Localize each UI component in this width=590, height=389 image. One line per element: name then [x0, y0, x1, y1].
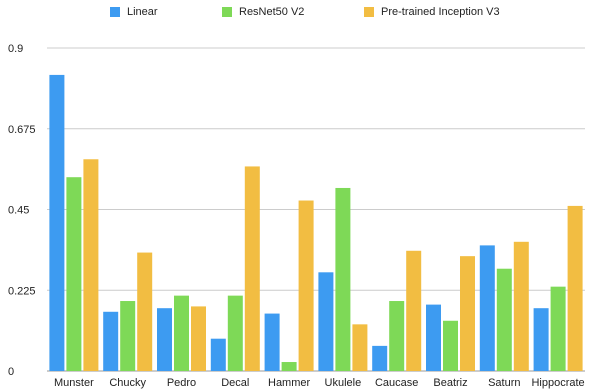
x-category-label: Saturn	[488, 377, 520, 389]
bar-resnet50-v2-munster	[66, 177, 82, 371]
y-tick-label: 0.675	[8, 124, 36, 136]
bar-resnet50-v2-decal	[227, 295, 243, 371]
bar-resnet50-v2-saturn	[496, 268, 512, 371]
y-tick-label: 0.225	[8, 285, 36, 297]
x-category-label: Beatriz	[433, 377, 467, 389]
bar-pre-trained-inception-v3-pedro	[191, 306, 206, 371]
bar-pre-trained-inception-v3-decal	[244, 166, 260, 371]
bar-linear-chucky	[103, 311, 119, 371]
bar-pre-trained-inception-v3-munster	[83, 159, 99, 371]
y-tick-label: 0.45	[8, 205, 29, 217]
bar-linear-caucase	[372, 345, 388, 371]
legend-item-resnet50-v2: ResNet50 V2	[222, 6, 304, 18]
bar-linear-hippocrate	[533, 308, 549, 371]
x-category-label: Ukulele	[325, 377, 362, 389]
x-category-label: Caucase	[375, 377, 418, 389]
bar-resnet50-v2-hammer	[281, 362, 297, 371]
bar-resnet50-v2-hippocrate	[550, 286, 566, 371]
legend-label-linear: Linear	[127, 6, 158, 18]
bar-pre-trained-inception-v3-ukulele	[352, 324, 368, 371]
x-category-label: Munster	[54, 377, 94, 389]
x-category-label: Hippocrate	[531, 377, 584, 389]
x-category-label: Chucky	[109, 377, 146, 389]
bar-linear-saturn	[479, 245, 495, 371]
bar-pre-trained-inception-v3-caucase	[406, 250, 422, 371]
bar-resnet50-v2-pedro	[174, 295, 189, 371]
bar-linear-hammer	[264, 313, 280, 371]
bar-pre-trained-inception-v3-chucky	[137, 252, 153, 371]
bar-linear-ukulele	[318, 272, 334, 371]
legend-label-resnet50-v2: ResNet50 V2	[239, 6, 305, 18]
bar-resnet50-v2-ukulele	[335, 187, 351, 371]
x-category-label: Hammer	[268, 377, 311, 389]
legend-label-inception-v3: Pre-trained Inception V3	[381, 6, 500, 18]
x-category-label: Decal	[221, 377, 249, 389]
bar-pre-trained-inception-v3-hippocrate	[567, 205, 583, 371]
legend-item-inception-v3: Pre-trained Inception V3	[364, 6, 500, 18]
bar-linear-munster	[49, 74, 65, 372]
legend: Linear ResNet50 V2 Pre-trained Inception…	[0, 6, 590, 24]
legend-item-linear: Linear	[110, 6, 158, 18]
bar-resnet50-v2-chucky	[120, 301, 136, 371]
bar-pre-trained-inception-v3-saturn	[513, 241, 529, 371]
bar-linear-beatriz	[426, 304, 441, 371]
bar-resnet50-v2-beatriz	[443, 320, 458, 371]
bar-pre-trained-inception-v3-hammer	[298, 200, 314, 371]
legend-swatch-inception-v3	[364, 7, 374, 17]
y-tick-label: 0	[8, 366, 14, 378]
bar-pre-trained-inception-v3-beatriz	[460, 256, 475, 371]
legend-swatch-resnet50-v2	[222, 7, 232, 17]
bar-linear-decal	[210, 338, 226, 371]
y-tick-label: 0.9	[8, 43, 23, 55]
bar-resnet50-v2-caucase	[389, 301, 405, 371]
legend-swatch-linear	[110, 7, 120, 17]
x-category-label: Pedro	[167, 377, 196, 389]
bar-linear-pedro	[157, 308, 172, 371]
